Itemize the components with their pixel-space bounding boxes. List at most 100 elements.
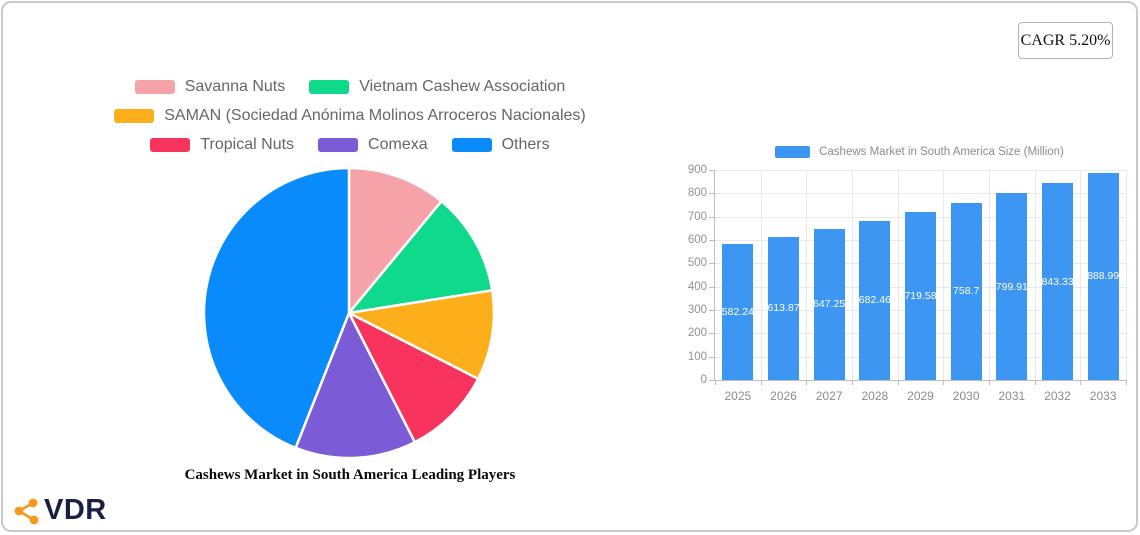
bar-2033[interactable] (1087, 172, 1119, 380)
bar-value-label: 843.33 (1041, 275, 1074, 288)
legend-item-others[interactable]: Others (451, 135, 550, 154)
y-axis-tick (709, 170, 715, 171)
v-gridline (1126, 170, 1127, 380)
y-tick-label: 300 (687, 304, 707, 316)
x-axis-tick (715, 380, 716, 385)
x-axis-tick (1126, 380, 1127, 385)
bar-2029[interactable] (905, 212, 936, 380)
pie-legend-row: Savanna Nuts Vietnam Cashew Association (40, 72, 660, 101)
pie-legend: Savanna Nuts Vietnam Cashew Association SA… (40, 72, 660, 159)
x-tick-label-2031: 2031 (998, 389, 1026, 403)
v-gridline (806, 170, 808, 380)
pie-slice-vietnam-cashew-association[interactable] (347, 200, 494, 315)
y-axis-tick (709, 240, 715, 241)
pie-slice-saman-sociedad-an-nima-molinos-arroceros-nacionales[interactable] (347, 289, 496, 381)
y-axis-tick (709, 286, 715, 288)
legend-item-vietnam-cashew-association[interactable]: Vietnam Cashew Association (309, 78, 565, 96)
legend-label: Comexa (368, 135, 428, 153)
pie-legend-row: SAMAN (Sociedad Anónima Molinos Arrocero… (40, 101, 660, 130)
x-tick-label-2029: 2029 (907, 389, 934, 403)
x-tick-label-2033: 2033 (1089, 389, 1117, 403)
bar-2031[interactable] (996, 193, 1028, 380)
y-axis-tick (709, 310, 715, 311)
legend-item-saman-sociedad-an-nima-molinos-arroceros-nacionales[interactable]: SAMAN (Sociedad Anónima Molinos Arrocero… (114, 107, 586, 125)
x-axis-tick (1034, 380, 1036, 385)
y-axis-tick (709, 263, 715, 265)
bar-2027[interactable] (813, 228, 845, 380)
legend-label: Vietnam Cashew Association (359, 77, 566, 95)
y-tick-label: 900 (687, 164, 707, 176)
bar-value-label: 758.7 (953, 285, 980, 298)
y-axis-tick (709, 333, 715, 335)
pie-slice-others[interactable] (202, 166, 351, 450)
bar-legend-label: Cashews Market in South America Size (Mi… (819, 146, 1064, 158)
pie-legend-row: Tropical Nuts Comexa Others (40, 130, 660, 159)
x-axis-tick (852, 380, 853, 385)
v-gridline (989, 170, 990, 380)
bar-value-label: 582.24 (721, 306, 754, 319)
pie-chart (202, 166, 496, 460)
x-tick-label-2032: 2032 (1044, 389, 1071, 403)
y-tick-label: 200 (687, 327, 707, 340)
y-axis-tick (709, 216, 715, 218)
y-tick-label: 500 (687, 257, 707, 270)
bar-plot-area: 0 100 200 300 400 500 600 700 800 900 582.24 2025 61… (688, 164, 1127, 403)
bar-2030[interactable] (950, 202, 982, 380)
x-tick-label-2026: 2026 (770, 389, 797, 403)
bar-legend[interactable]: Cashews Market in South America Size (Mi… (714, 146, 1125, 158)
x-axis-tick (989, 380, 990, 385)
bar-value-label: 613.87 (767, 302, 800, 315)
v-gridline (943, 170, 945, 380)
x-axis-tick (760, 380, 762, 385)
pie-slice-comexa[interactable] (294, 311, 417, 460)
y-tick-label: 100 (687, 350, 707, 363)
x-tick-label-2028: 2028 (861, 389, 889, 403)
bar-chart: Cashews Market in South America Size (Mi… (688, 146, 1138, 408)
x-axis-tick (806, 380, 808, 385)
bar-2028[interactable] (859, 220, 891, 380)
y-tick-label: 400 (687, 280, 707, 293)
y-axis-tick (709, 193, 715, 195)
bar-value-label: 647.25 (813, 298, 846, 311)
x-tick-label-2025: 2025 (724, 389, 752, 403)
legend-item-savanna-nuts[interactable]: Savanna Nuts (134, 78, 285, 96)
v-gridline (852, 170, 853, 380)
y-tick-label: 800 (687, 187, 707, 200)
legend-swatch-icon (114, 108, 155, 123)
pie-slice-tropical-nuts[interactable] (347, 311, 480, 444)
y-tick-label: 600 (687, 234, 707, 246)
bar-value-label: 682.46 (858, 294, 891, 307)
h-gridline (715, 193, 1126, 195)
bar-2025[interactable] (722, 244, 754, 380)
legend-label: Others (501, 135, 550, 153)
v-gridline (760, 170, 762, 380)
logo-text: VDR (44, 494, 107, 526)
v-gridline (897, 170, 899, 380)
bar-value-label: 888.99 (1087, 270, 1120, 283)
pie-slice-savanna-nuts[interactable] (347, 166, 443, 315)
legend-item-tropical-nuts[interactable]: Tropical Nuts (150, 136, 294, 154)
bar-2026[interactable] (768, 236, 799, 380)
legend-swatch-icon (451, 137, 492, 152)
vdr-logo: VDR (12, 494, 107, 527)
bar-2032[interactable] (1042, 183, 1073, 380)
legend-label: Tropical Nuts (200, 135, 295, 153)
y-axis-tick (709, 380, 715, 381)
legend-swatch-icon (309, 79, 350, 94)
x-tick-label-2027: 2027 (815, 389, 843, 403)
h-gridline (715, 170, 1126, 171)
pie-chart-title: Cashews Market in South America Leading … (184, 467, 516, 483)
share-network-icon (14, 498, 39, 524)
y-tick-label: 0 (700, 374, 707, 386)
legend-item-comexa[interactable]: Comexa (318, 136, 428, 154)
bar-legend-swatch-icon (775, 146, 811, 158)
legend-swatch-icon (150, 137, 191, 152)
pie-svg (202, 166, 496, 460)
v-gridline (1034, 170, 1036, 380)
x-axis-tick (943, 380, 945, 385)
y-axis-tick (709, 356, 715, 358)
v-gridline (1080, 170, 1082, 380)
cagr-label: CAGR 5.20% (1020, 31, 1111, 49)
legend-swatch-icon (134, 79, 175, 94)
